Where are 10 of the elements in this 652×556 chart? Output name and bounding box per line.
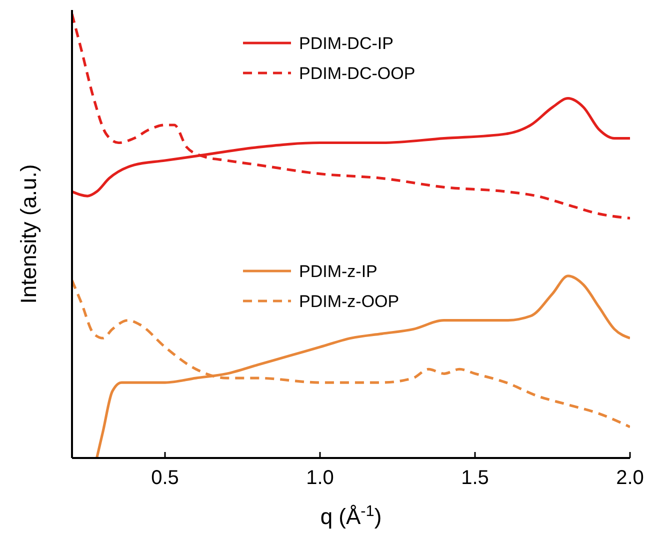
x-tick-label: 1.5	[461, 467, 489, 489]
legend-label: PDIM-DC-IP	[299, 34, 394, 53]
x-tick-label: 2.0	[616, 467, 644, 489]
x-axis-title: q (Å$^{-1}$)	[320, 502, 382, 529]
x-tick-label: 1.0	[306, 467, 334, 489]
legend-label: PDIM-DC-OOP	[299, 64, 416, 83]
legend-label: PDIM-z-OOP	[299, 292, 400, 311]
y-axis-title: Intensity (a.u.)	[16, 164, 41, 304]
x-tick-label: 0.5	[151, 467, 179, 489]
legend-label: PDIM-z-IP	[299, 262, 378, 281]
